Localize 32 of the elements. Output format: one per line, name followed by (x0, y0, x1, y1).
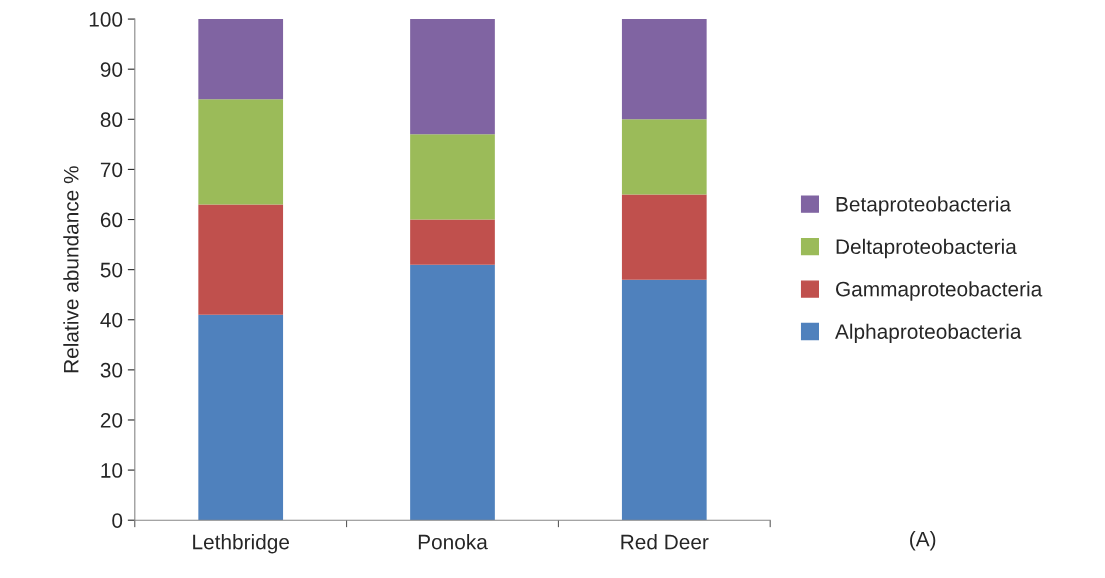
y-tick-label: 20 (100, 412, 123, 428)
y-tick-label: 100 (89, 12, 123, 27)
bar (198, 314, 284, 521)
y-axis-title: Relative abundance % (63, 166, 79, 373)
bar (621, 279, 707, 521)
y-tick-label: 60 (100, 212, 123, 228)
legend-label: Deltaproteobacteria (836, 238, 1017, 259)
bar (621, 119, 707, 195)
legend-label: Gammaproteobacteria (836, 281, 1043, 301)
y-tick-label: 0 (112, 513, 123, 528)
y-tick-label: 50 (100, 262, 123, 278)
x-tick-label: Red Deer (621, 534, 709, 550)
y-tick-label: 40 (100, 312, 123, 328)
bar (621, 194, 707, 280)
bar (621, 19, 707, 120)
x-tick-label: Lethbridge (193, 534, 290, 554)
bar (410, 134, 495, 220)
y-tick-label: 90 (100, 62, 123, 77)
y-tick-label: 10 (101, 463, 123, 478)
x-tick-label: Ponoka (418, 534, 488, 550)
y-tick-label: 30 (100, 362, 123, 378)
bar (410, 19, 495, 135)
legend-label: Betaproteobacteria (836, 196, 1012, 216)
bar (198, 19, 284, 100)
bar (410, 264, 495, 521)
bar (410, 219, 495, 265)
bar (198, 99, 284, 205)
legend-label: Alphaproteobacteria (835, 323, 1022, 344)
text: (A) (910, 531, 936, 551)
y-tick-label: 80 (100, 112, 123, 128)
y-tick-label: 70 (100, 162, 123, 178)
bar (198, 204, 284, 315)
